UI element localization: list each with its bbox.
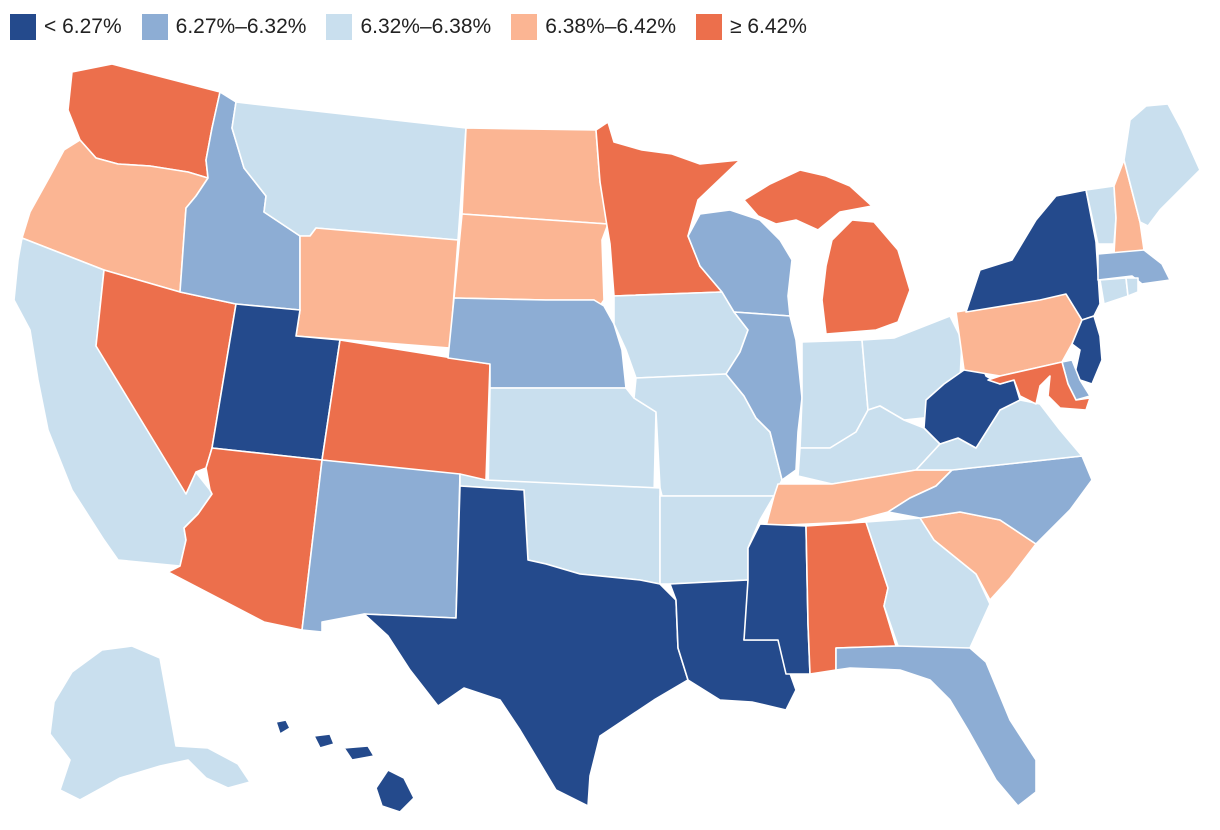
state-wisconsin[interactable]: Wisconsin: [687, 209, 793, 317]
state-connecticut[interactable]: Connecticut: [1099, 277, 1129, 305]
state-new-mexico[interactable]: New Mexico: [301, 459, 461, 633]
state-new-jersey[interactable]: New Jersey: [1071, 315, 1103, 385]
state-minnesota[interactable]: Minnesota: [595, 121, 741, 297]
state-wyoming[interactable]: Wyoming: [295, 227, 459, 349]
state-new-york[interactable]: New York: [965, 189, 1101, 321]
state-florida[interactable]: Florida: [835, 645, 1037, 807]
legend-label: < 6.27%: [44, 15, 122, 38]
legend-item: 6.27%–6.32%: [141, 14, 307, 40]
legend-label: 6.38%–6.42%: [545, 15, 676, 38]
legend-label: 6.32%–6.38%: [360, 15, 492, 38]
state-iowa[interactable]: Iowa: [613, 291, 749, 379]
legend-item: < 6.27%: [10, 14, 122, 40]
state-illinois[interactable]: Illinois: [725, 311, 803, 481]
state-texas[interactable]: Texas: [363, 485, 689, 807]
legend-swatch: [326, 14, 353, 40]
state-michigan[interactable]: Michigan: [743, 169, 911, 335]
state-rhode-island[interactable]: Rhode Island: [1125, 277, 1139, 297]
legend-swatch: [696, 14, 722, 40]
state-north-carolina[interactable]: North Carolina: [887, 455, 1093, 545]
state-alaska[interactable]: Alaska: [49, 645, 251, 801]
state-south-dakota[interactable]: South Dakota: [453, 213, 609, 307]
legend-item: 6.38%–6.42%: [511, 14, 676, 40]
state-hawaii[interactable]: Hawaii: [275, 719, 415, 813]
legend-label: 6.27%–6.32%: [175, 15, 307, 38]
legend-swatch: [511, 14, 538, 40]
legend-item: 6.32%–6.38%: [326, 14, 491, 40]
legend-swatch: [141, 14, 168, 40]
legend-label: ≥ 6.42%: [730, 15, 807, 38]
state-kansas[interactable]: Kansas: [487, 387, 657, 497]
legend-swatch: [10, 14, 36, 40]
state-nebraska[interactable]: Nebraska: [447, 297, 627, 389]
state-north-dakota[interactable]: North Dakota: [461, 127, 609, 225]
state-maryland[interactable]: Maryland: [987, 361, 1091, 411]
legend-item: ≥ 6.42%: [696, 14, 807, 40]
legend: < 6.27% 6.27%–6.32% 6.32%–6.38% 6.38%–6.…: [10, 14, 827, 40]
state-maine[interactable]: Maine: [1123, 103, 1201, 227]
